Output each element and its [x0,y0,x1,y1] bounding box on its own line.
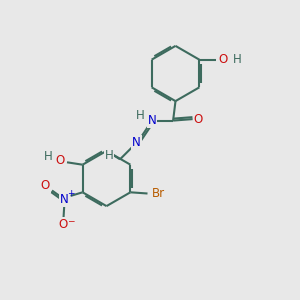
Text: O: O [41,179,50,192]
Text: O: O [56,154,65,167]
Text: O: O [194,112,202,126]
Text: Br: Br [152,187,165,200]
Text: N: N [60,193,69,206]
Text: +: + [68,189,75,198]
Text: H: H [104,149,113,162]
Text: N: N [132,136,141,149]
Text: H: H [136,109,145,122]
Text: O: O [219,53,228,66]
Text: −: − [67,216,75,225]
Text: H: H [44,150,52,164]
Text: H: H [233,52,242,66]
Text: O: O [59,218,68,231]
Text: N: N [148,114,157,127]
